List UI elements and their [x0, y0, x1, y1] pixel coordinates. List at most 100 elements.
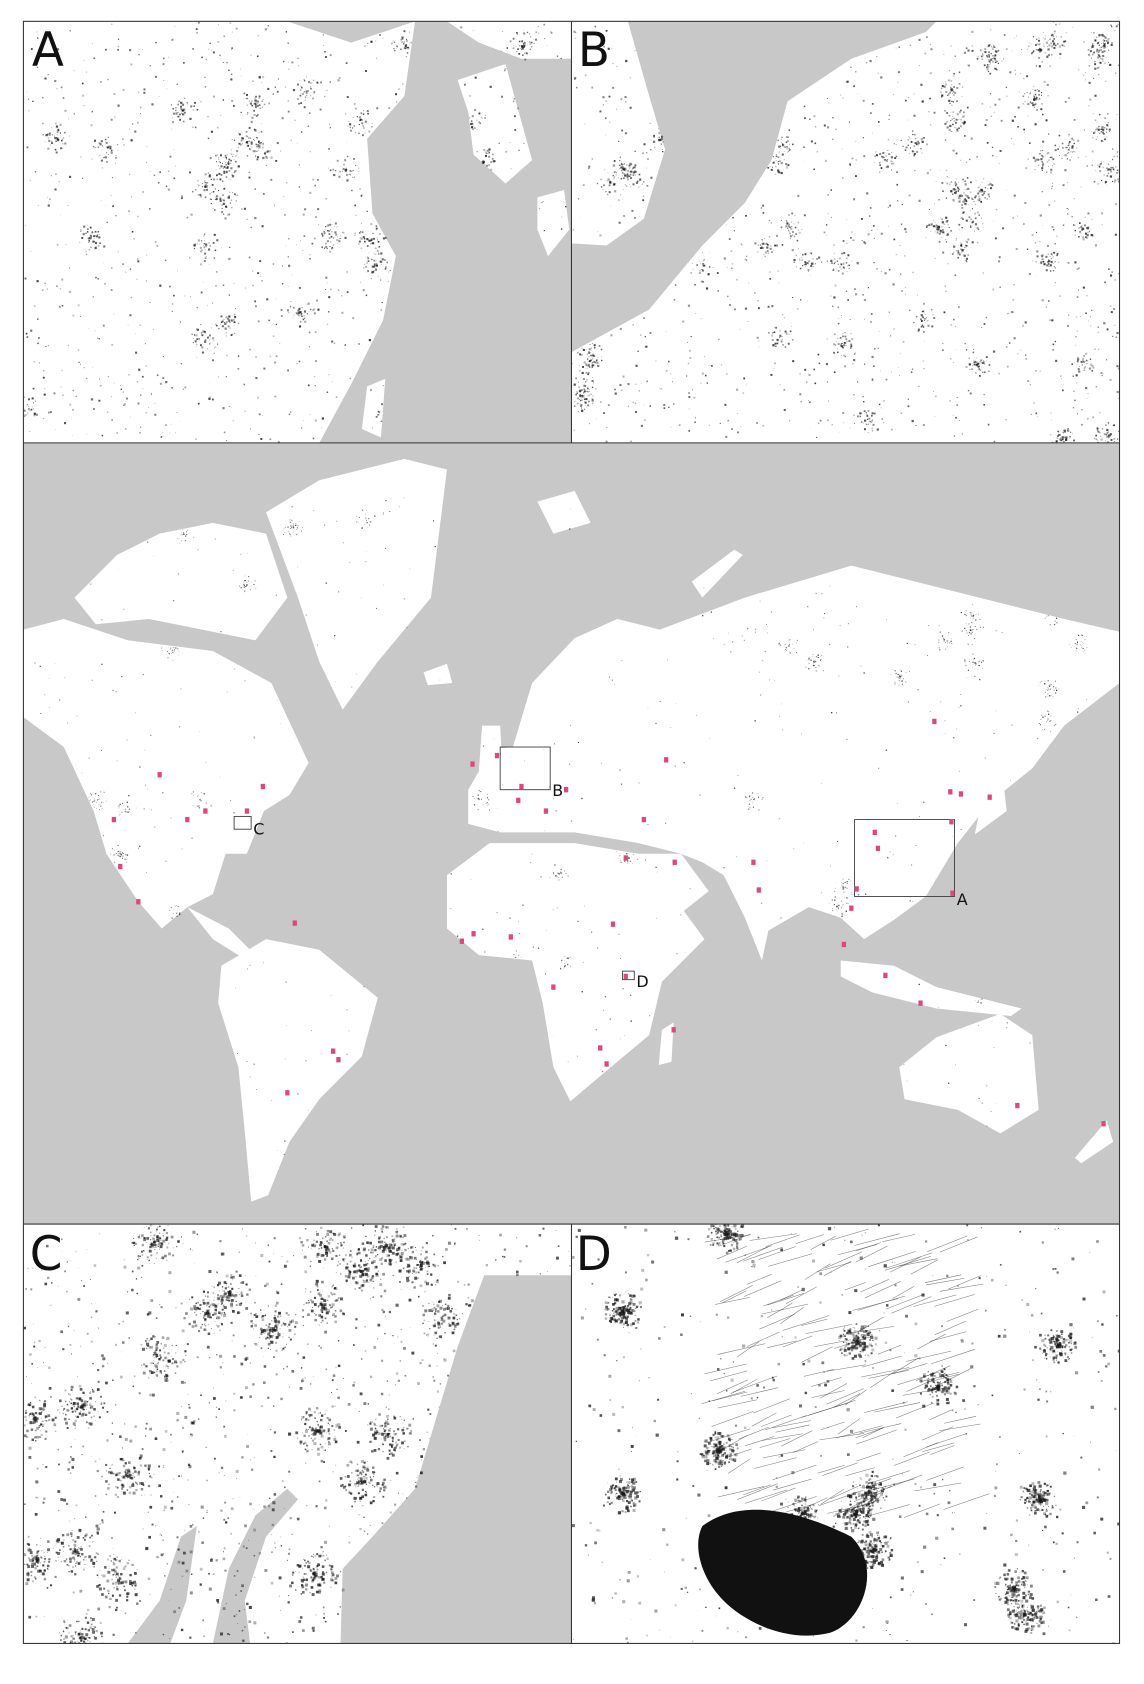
settlement-dot — [256, 100, 259, 103]
settlement-dot — [958, 127, 960, 129]
settlement-dot — [377, 239, 378, 240]
settlement-dot — [589, 351, 591, 353]
settlement-dot — [224, 327, 227, 330]
settlement-dot — [258, 95, 261, 98]
settlement-dot — [826, 260, 828, 262]
settlement-dot — [830, 295, 832, 297]
settlement-dot — [602, 104, 604, 106]
settlement-dot — [789, 143, 790, 145]
settlement-dot — [56, 285, 58, 287]
settlement-dot — [904, 147, 906, 149]
settlement-dot — [1068, 135, 1070, 137]
settlement-dot — [913, 152, 916, 156]
settlement-dot — [1013, 194, 1016, 197]
settlement-dot — [1027, 48, 1028, 50]
settlement-dot — [1036, 43, 1038, 45]
settlement-dot — [36, 31, 38, 33]
settlement-dot — [55, 140, 57, 142]
settlement-dot — [365, 294, 368, 297]
settlement-dot — [333, 244, 335, 246]
settlement-dot — [180, 101, 183, 104]
settlement-dot — [230, 159, 232, 162]
settlement-dot — [1081, 228, 1084, 231]
settlement-dot — [781, 313, 784, 316]
settlement-dot — [228, 257, 231, 260]
settlement-dot — [1005, 419, 1007, 421]
settlement-dot — [180, 114, 181, 115]
settlement-dot — [208, 397, 211, 400]
settlement-dot — [561, 959, 563, 962]
settlement-dot — [579, 395, 581, 397]
settlement-dot — [392, 40, 394, 42]
settlement-dot — [1068, 143, 1070, 145]
settlement-dot — [854, 816, 856, 818]
settlement-dot — [619, 156, 621, 158]
settlement-dot — [49, 132, 51, 135]
settlement-dot — [921, 140, 924, 143]
settlement-dot — [198, 804, 200, 807]
settlement-dot — [1053, 251, 1056, 254]
settlement-dot — [630, 177, 632, 179]
settlement-dot — [837, 343, 840, 346]
settlement-dot — [255, 102, 257, 104]
settlement-dot — [351, 189, 353, 192]
settlement-dot — [573, 383, 576, 386]
settlement-dot — [117, 805, 119, 807]
settlement-dot — [514, 129, 517, 131]
settlement-dot — [390, 498, 392, 500]
settlement-dot — [359, 119, 361, 121]
settlement-dot — [787, 227, 789, 229]
settlement-dot — [632, 324, 634, 326]
settlement-dot — [988, 364, 991, 366]
settlement-dot — [969, 392, 972, 395]
settlement-dot — [276, 699, 278, 701]
settlement-dot — [1033, 96, 1035, 98]
settlement-dot — [911, 864, 913, 866]
settlement-dot — [243, 102, 245, 103]
settlement-dot — [1039, 261, 1042, 264]
settlement-dot — [873, 365, 875, 368]
settlement-dot — [639, 216, 640, 218]
settlement-dot — [581, 991, 583, 993]
settlement-dot — [324, 232, 326, 234]
settlement-dot — [789, 232, 791, 235]
settlement-dot — [130, 416, 131, 418]
settlement-dot — [999, 63, 1001, 64]
settlement-dot — [232, 318, 235, 322]
settlement-dot — [749, 800, 751, 802]
settlement-dot — [1052, 343, 1055, 346]
settlement-dot — [948, 114, 951, 117]
settlement-dot — [892, 283, 895, 286]
settlement-dot — [842, 97, 844, 99]
settlement-dot — [1117, 438, 1119, 440]
settlement-dot — [228, 318, 230, 320]
settlement-dot — [964, 661, 966, 663]
settlement-dot — [1047, 253, 1049, 255]
settlement-dot — [488, 148, 491, 151]
settlement-dot — [1035, 65, 1038, 67]
settlement-dot — [121, 811, 123, 813]
settlement-dot — [630, 1020, 632, 1022]
settlement-dot — [182, 529, 184, 531]
settlement-dot — [47, 196, 48, 198]
settlement-dot — [216, 178, 218, 181]
settlement-dot — [1084, 216, 1086, 218]
settlement-dot — [863, 410, 866, 413]
settlement-dot — [1096, 127, 1099, 130]
settlement-dot — [742, 392, 745, 394]
settlement-dot — [779, 716, 780, 717]
settlement-dot — [1098, 125, 1100, 128]
settlement-dot — [637, 350, 639, 353]
settlement-dot — [340, 235, 342, 237]
settlement-dot — [731, 428, 733, 430]
settlement-dot — [1084, 356, 1085, 357]
settlement-dot — [1037, 89, 1039, 90]
settlement-dot — [529, 862, 532, 864]
settlement-dot — [364, 132, 366, 134]
settlement-dot — [373, 237, 375, 240]
settlement-dot — [921, 325, 924, 328]
settlement-dot — [129, 173, 131, 175]
settlement-dot — [926, 36, 928, 39]
settlement-dot — [29, 410, 31, 412]
novaya-zemlya — [691, 549, 743, 598]
